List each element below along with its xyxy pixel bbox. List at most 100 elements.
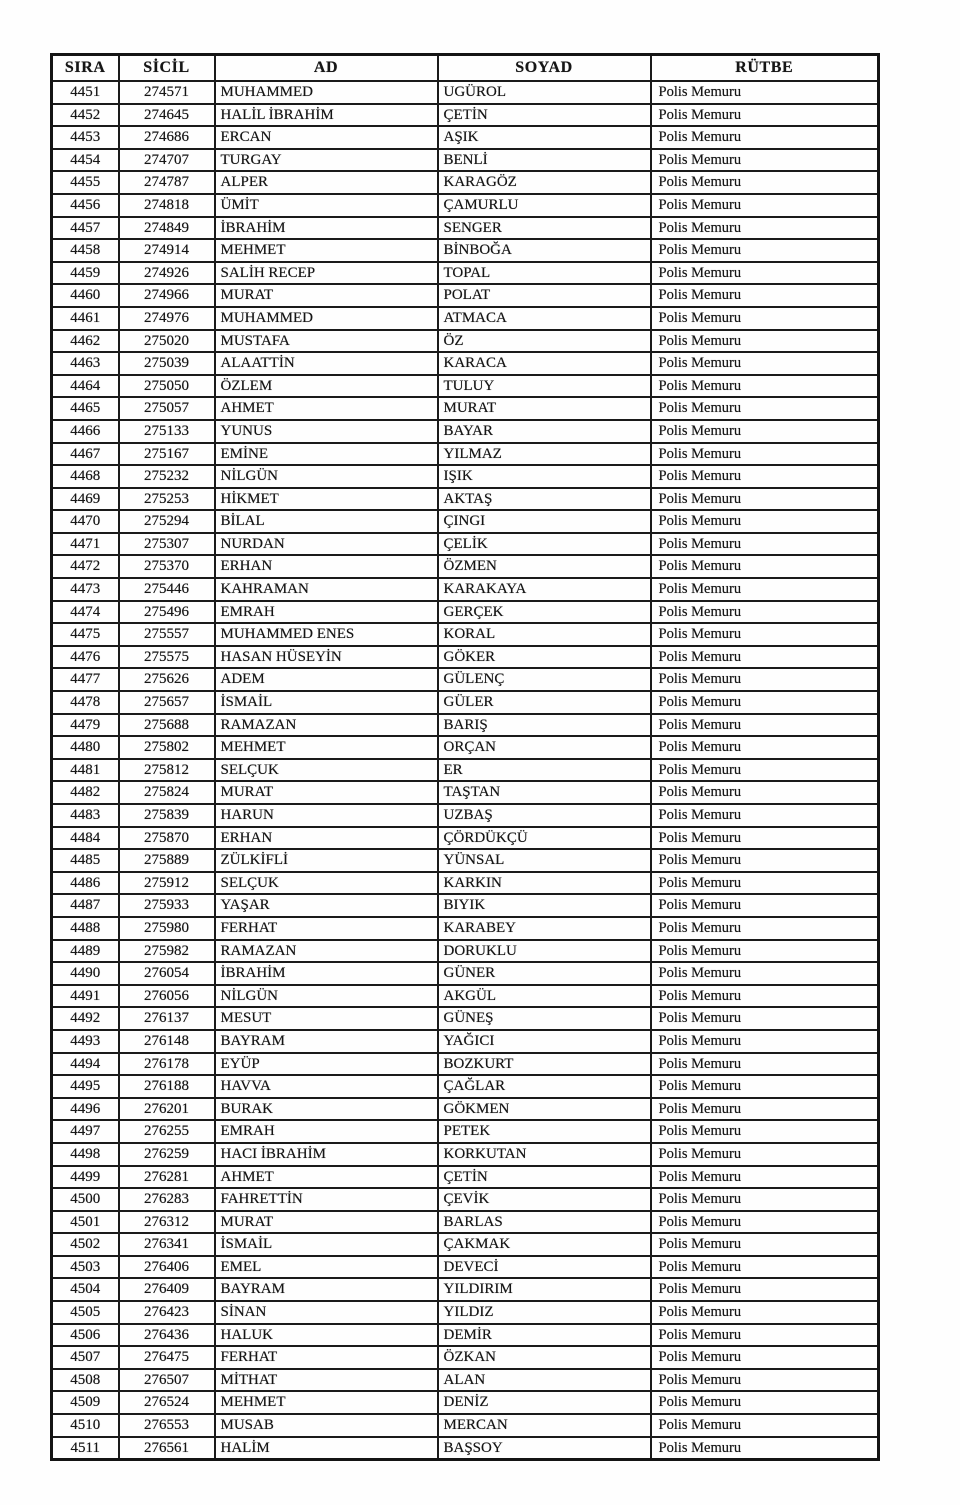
cell-soyad: ÇEVİK bbox=[436, 1187, 652, 1212]
cell-sira: 4469 bbox=[50, 486, 120, 512]
cell-rutbe: Polis Memuru bbox=[649, 690, 880, 715]
cell-sicil: 275232 bbox=[117, 464, 216, 489]
cell-sira: 4497 bbox=[50, 1119, 120, 1144]
cell-sira: 4468 bbox=[50, 464, 120, 489]
cell-ad: MURAT bbox=[213, 283, 439, 308]
cell-rutbe: Polis Memuru bbox=[649, 192, 880, 218]
cell-soyad: ATMACA bbox=[436, 305, 652, 331]
cell-soyad: TOPAL bbox=[436, 260, 652, 286]
cell-soyad: ÇELİK bbox=[436, 531, 652, 557]
cell-rutbe: Polis Memuru bbox=[649, 1300, 880, 1325]
table-row: 4503 276406 EMEL DEVECİ Polis Memuru bbox=[50, 1254, 880, 1280]
table-row: 4500 276283 FAHRETTİN ÇEVİK Polis Memuru bbox=[50, 1187, 880, 1212]
table-row: 4457 274849 İBRAHİM SENGER Polis Memuru bbox=[50, 215, 880, 241]
table-row: 4480 275802 MEHMET ORÇAN Polis Memuru bbox=[50, 735, 880, 760]
table-row: 4486 275912 SELÇUK KARKIN Polis Memuru bbox=[50, 870, 880, 896]
cell-sira: 4456 bbox=[50, 192, 120, 218]
cell-sira: 4462 bbox=[50, 328, 120, 354]
table-row: 4460 274966 MURAT POLAT Polis Memuru bbox=[50, 283, 880, 308]
cell-sira: 4477 bbox=[50, 667, 120, 693]
cell-soyad: TULUY bbox=[436, 373, 652, 399]
cell-ad: HALİM bbox=[213, 1435, 439, 1461]
cell-sira: 4500 bbox=[50, 1187, 120, 1212]
cell-sicil: 276054 bbox=[117, 961, 216, 986]
table-row: 4508 276507 MİTHAT ALAN Polis Memuru bbox=[50, 1367, 880, 1393]
table-row: 4497 276255 EMRAH PETEK Polis Memuru bbox=[50, 1119, 880, 1144]
cell-soyad: YILDIRIM bbox=[436, 1277, 652, 1303]
cell-rutbe: Polis Memuru bbox=[649, 441, 880, 467]
table-row: 4494 276178 EYÜP BOZKURT Polis Memuru bbox=[50, 1051, 880, 1077]
cell-sicil: 275824 bbox=[117, 780, 216, 805]
personnel-table: SIRA SİCİL AD SOYAD RÜTBE 4451 274571 MU… bbox=[50, 53, 880, 1462]
cell-rutbe: Polis Memuru bbox=[649, 531, 880, 557]
column-header-ad: AD bbox=[213, 53, 439, 82]
cell-sira: 4467 bbox=[50, 441, 120, 467]
cell-sicil: 275575 bbox=[117, 644, 216, 670]
table-row: 4465 275057 AHMET MURAT Polis Memuru bbox=[50, 396, 880, 421]
cell-ad: RAMAZAN bbox=[213, 938, 439, 964]
cell-sira: 4490 bbox=[50, 961, 120, 986]
cell-rutbe: Polis Memuru bbox=[649, 305, 880, 331]
cell-sicil: 274686 bbox=[117, 125, 216, 150]
cell-soyad: KARKIN bbox=[436, 870, 652, 896]
cell-sira: 4457 bbox=[50, 215, 120, 241]
cell-rutbe: Polis Memuru bbox=[649, 1254, 880, 1280]
cell-soyad: KARAGÖZ bbox=[436, 170, 652, 195]
cell-rutbe: Polis Memuru bbox=[649, 238, 880, 263]
cell-rutbe: Polis Memuru bbox=[649, 509, 880, 534]
cell-ad: HİKMET bbox=[213, 486, 439, 512]
cell-ad: EMİNE bbox=[213, 441, 439, 467]
cell-ad: BİLAL bbox=[213, 509, 439, 534]
cell-ad: KAHRAMAN bbox=[213, 577, 439, 602]
cell-rutbe: Polis Memuru bbox=[649, 328, 880, 354]
table-row: 4468 275232 NİLGÜN IŞIK Polis Memuru bbox=[50, 464, 880, 489]
cell-rutbe: Polis Memuru bbox=[649, 102, 880, 128]
cell-sicil: 275050 bbox=[117, 373, 216, 399]
cell-soyad: BOZKURT bbox=[436, 1051, 652, 1077]
cell-soyad: BARIŞ bbox=[436, 712, 652, 738]
cell-sicil: 275496 bbox=[117, 599, 216, 625]
cell-sira: 4506 bbox=[50, 1322, 120, 1348]
cell-soyad: DEVECİ bbox=[436, 1254, 652, 1280]
cell-ad: ALAATTİN bbox=[213, 351, 439, 376]
cell-soyad: BENLİ bbox=[436, 147, 652, 173]
cell-rutbe: Polis Memuru bbox=[649, 1367, 880, 1393]
cell-rutbe: Polis Memuru bbox=[649, 599, 880, 625]
cell-soyad: KARABEY bbox=[436, 915, 652, 941]
cell-ad: MUSTAFA bbox=[213, 328, 439, 354]
cell-ad: ADEM bbox=[213, 667, 439, 693]
table-row: 4501 276312 MURAT BARLAS Polis Memuru bbox=[50, 1209, 880, 1235]
cell-ad: MEHMET bbox=[213, 238, 439, 263]
cell-soyad: DEMİR bbox=[436, 1322, 652, 1348]
cell-soyad: KORAL bbox=[436, 622, 652, 647]
cell-sira: 4451 bbox=[50, 80, 120, 105]
cell-soyad: BARLAS bbox=[436, 1209, 652, 1235]
cell-ad: SİNAN bbox=[213, 1300, 439, 1325]
cell-sicil: 276507 bbox=[117, 1367, 216, 1393]
cell-ad: BAYRAM bbox=[213, 1028, 439, 1054]
cell-sicil: 276524 bbox=[117, 1390, 216, 1416]
cell-soyad: GÖKER bbox=[436, 644, 652, 670]
cell-soyad: KORKUTAN bbox=[436, 1141, 652, 1167]
table-row: 4511 276561 HALİM BAŞSOY Polis Memuru bbox=[50, 1435, 880, 1461]
cell-ad: MUHAMMED bbox=[213, 305, 439, 331]
cell-soyad: GÜLENÇ bbox=[436, 667, 652, 693]
cell-sira: 4504 bbox=[50, 1277, 120, 1303]
cell-sira: 4452 bbox=[50, 102, 120, 128]
table-row: 4470 275294 BİLAL ÇINGI Polis Memuru bbox=[50, 509, 880, 534]
cell-rutbe: Polis Memuru bbox=[649, 1322, 880, 1348]
cell-sira: 4491 bbox=[50, 983, 120, 1009]
cell-sira: 4478 bbox=[50, 690, 120, 715]
cell-ad: EMRAH bbox=[213, 599, 439, 625]
table-row: 4467 275167 EMİNE YILMAZ Polis Memuru bbox=[50, 441, 880, 467]
cell-soyad: ÇINGI bbox=[436, 509, 652, 534]
cell-rutbe: Polis Memuru bbox=[649, 1345, 880, 1370]
cell-ad: YUNUS bbox=[213, 418, 439, 444]
cell-sicil: 274645 bbox=[117, 102, 216, 128]
cell-rutbe: Polis Memuru bbox=[649, 622, 880, 647]
cell-ad: İSMAİL bbox=[213, 1232, 439, 1257]
cell-sicil: 276056 bbox=[117, 983, 216, 1009]
cell-sicil: 276259 bbox=[117, 1141, 216, 1167]
cell-soyad: GÖKMEN bbox=[436, 1096, 652, 1122]
cell-rutbe: Polis Memuru bbox=[649, 780, 880, 805]
